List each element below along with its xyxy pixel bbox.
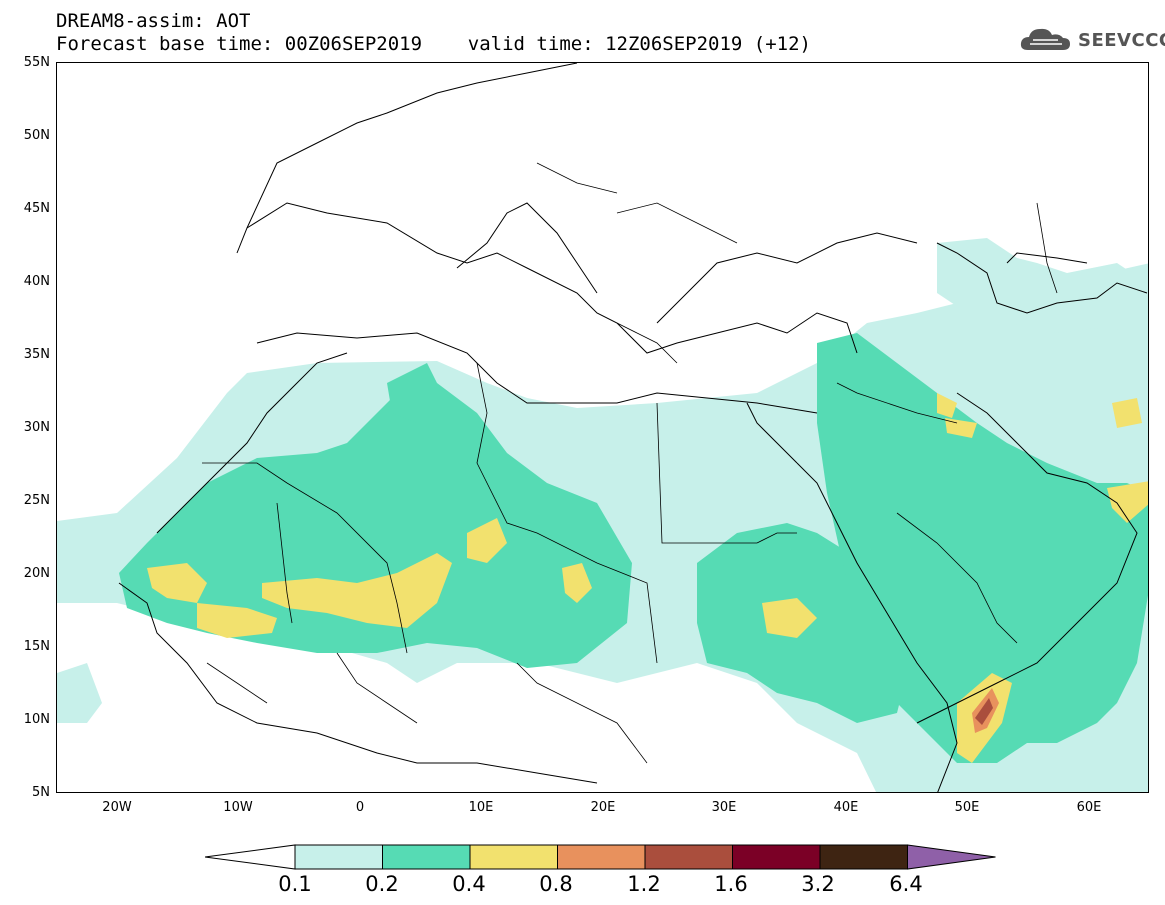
colorbar-swatch <box>732 844 821 870</box>
lon-tick-label: 40E <box>833 800 859 815</box>
lat-tick-label: 25N <box>23 493 50 508</box>
lat-tick-label: 5N <box>32 785 50 800</box>
lon-tick-label: 20W <box>102 800 132 815</box>
lon-tick-label: 20E <box>590 800 616 815</box>
lon-tick-label: 60E <box>1076 800 1102 815</box>
colorbar-tick-label: 0.1 <box>278 872 312 896</box>
lon-tick-label: 10W <box>223 800 253 815</box>
lat-tick-label: 35N <box>23 347 50 362</box>
map-canvas <box>57 63 1148 792</box>
colorbar-tick-label: 0.4 <box>452 872 486 896</box>
lon-tick-label: 50E <box>954 800 980 815</box>
cloud-icon <box>1020 28 1070 50</box>
forecast-time-info: Forecast base time: 00Z06SEP2019 valid t… <box>56 33 811 55</box>
colorbar-swatch <box>819 844 908 870</box>
chart-title: DREAM8-assim: AOT <box>56 10 251 32</box>
colorbar-tick-label: 1.2 <box>627 872 661 896</box>
colorbar-swatch <box>382 844 471 870</box>
colorbar-swatch <box>469 844 558 870</box>
colorbar-swatch <box>294 844 383 870</box>
aot-shade-high <box>147 393 1148 763</box>
colorbar-over-triangle <box>907 844 996 870</box>
logo-text: SEEVCCC <box>1078 30 1165 51</box>
country-borders <box>202 162 1058 764</box>
colorbar-swatch <box>557 844 646 870</box>
lat-tick-label: 30N <box>23 420 50 435</box>
lat-tick-label: 50N <box>23 128 50 143</box>
lat-tick-label: 45N <box>23 201 50 216</box>
aot-shade-medium <box>119 333 1148 763</box>
seevccc-logo: SEEVCCC <box>1018 24 1165 58</box>
aot-shade-very-high <box>972 688 999 733</box>
aot-map <box>56 62 1149 793</box>
colorbar-swatch <box>644 844 733 870</box>
lat-tick-label: 20N <box>23 566 50 581</box>
colorbar-tick-label: 1.6 <box>714 872 748 896</box>
lat-tick-label: 10N <box>23 712 50 727</box>
coastlines <box>118 63 1148 792</box>
colorbar-tick-label: 0.8 <box>539 872 573 896</box>
lat-tick-label: 40N <box>23 274 50 289</box>
colorbar-tick-label: 6.4 <box>889 872 923 896</box>
lat-tick-label: 15N <box>23 639 50 654</box>
colorbar-under-triangle <box>204 844 296 870</box>
colorbar-svg <box>204 844 996 870</box>
aot-colorbar <box>204 843 1000 871</box>
lon-tick-label: 10E <box>468 800 494 815</box>
lon-tick-label: 0 <box>355 800 365 815</box>
lat-tick-label: 55N <box>23 55 50 70</box>
lon-tick-label: 30E <box>711 800 737 815</box>
colorbar-tick-label: 3.2 <box>801 872 835 896</box>
colorbar-tick-label: 0.2 <box>365 872 399 896</box>
